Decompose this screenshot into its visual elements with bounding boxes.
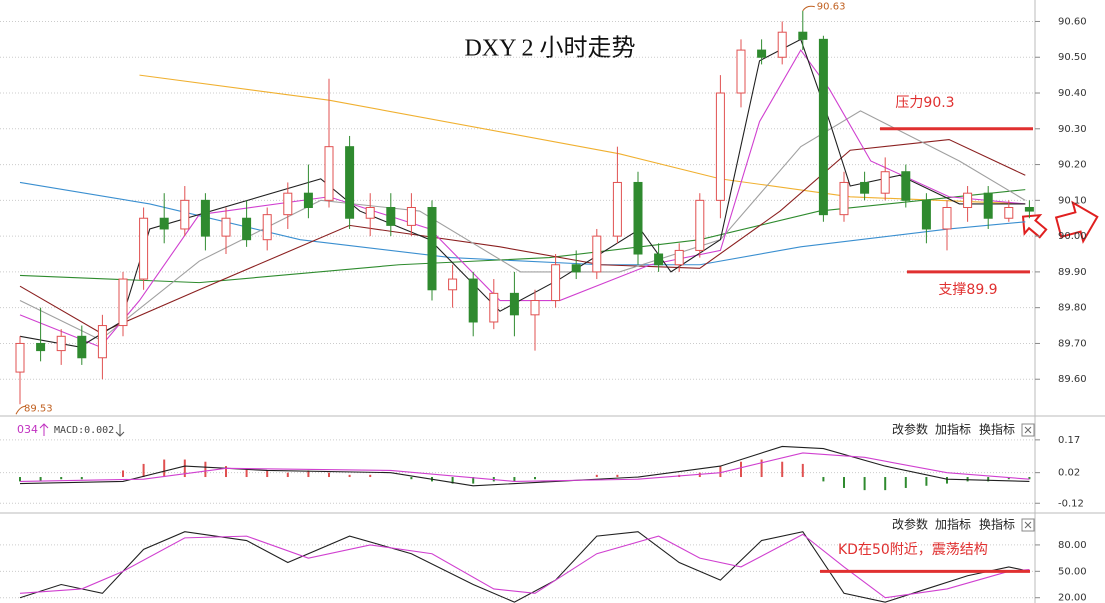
candle-body [757, 49, 767, 58]
indicator-line [19, 445, 1030, 487]
candle-body [324, 146, 334, 201]
candle-body [674, 249, 684, 266]
y-tick-label: 0.02 [1058, 468, 1080, 479]
candle-body [798, 31, 808, 40]
candle-body [468, 278, 478, 323]
y-tick-label: 20.00 [1058, 593, 1087, 603]
candle-body [118, 278, 128, 327]
toolbar-button[interactable]: 改参数 [892, 517, 928, 532]
candle-body [551, 264, 561, 302]
candle-body [633, 181, 643, 255]
candle-body [860, 181, 870, 194]
level-label: KD在50附近，震荡结构 [838, 542, 988, 558]
close-icon [1024, 426, 1032, 434]
y-tick-label: 89.60 [1058, 374, 1087, 385]
candle-body [571, 264, 581, 273]
candle-body [262, 214, 272, 241]
indicator-line [139, 74, 1026, 205]
y-tick-label: 80.00 [1058, 540, 1087, 551]
candle-body [880, 171, 890, 194]
high-label: 90.63 [817, 2, 846, 13]
candle-body [654, 253, 664, 266]
candle-body [221, 217, 231, 237]
candle-body [139, 217, 149, 280]
candle-body [283, 192, 293, 216]
y-tick-label: 90.40 [1058, 88, 1087, 99]
indicator-line [19, 531, 1030, 603]
candle-body [406, 207, 416, 226]
candle-body [242, 217, 252, 241]
indicator-line [19, 533, 1030, 599]
candle-body [592, 235, 602, 273]
y-tick-label: 90.00 [1058, 231, 1087, 242]
low-pointer [15, 405, 27, 415]
toolbar-button[interactable]: 换指标 [979, 517, 1015, 532]
indicator-line [19, 49, 1026, 348]
y-tick-label: 0.17 [1058, 435, 1080, 446]
candle-body [509, 292, 519, 316]
candle-body [448, 278, 458, 291]
macd-period: 034 [17, 423, 38, 436]
candle-body [345, 146, 355, 219]
candle-body [736, 49, 746, 94]
y-tick-label: 89.70 [1058, 338, 1087, 349]
candle-body [36, 342, 46, 352]
macd-value: MACD:0.002 [54, 425, 114, 436]
indicator-line [19, 110, 1026, 341]
arrow-icon [1021, 213, 1048, 239]
candle-body [901, 171, 911, 201]
level-label: 支撑89.9 [938, 282, 997, 298]
candle-body [1004, 207, 1014, 219]
candle-body [97, 325, 107, 359]
close-icon [1024, 521, 1032, 529]
y-tick-label: 90.60 [1058, 16, 1087, 27]
level-label: 压力90.3 [895, 95, 954, 111]
down-arrow-icon [115, 424, 125, 437]
toolbar-button[interactable]: 换指标 [979, 422, 1015, 437]
candle-body [818, 38, 828, 216]
candle-body [612, 181, 622, 237]
candle-body [200, 199, 210, 237]
candle-body [839, 181, 849, 216]
y-tick-label: 90.30 [1058, 124, 1087, 135]
candle-body [695, 199, 705, 251]
toolbar-button[interactable]: 加指标 [935, 422, 971, 437]
indicator-line [19, 452, 1030, 482]
candle-body [427, 207, 437, 291]
candle-body [1024, 207, 1034, 212]
candle-body [303, 192, 313, 208]
candle-body [159, 217, 169, 230]
y-tick-label: 90.20 [1058, 160, 1087, 171]
candle-body [983, 192, 993, 219]
candle-body [15, 342, 25, 373]
candle-body [180, 199, 190, 230]
candle-body [777, 31, 787, 58]
toolbar-button[interactable]: 改参数 [892, 422, 928, 437]
y-tick-label: 89.90 [1058, 267, 1087, 278]
candle-body [715, 92, 725, 201]
y-tick-label: 50.00 [1058, 566, 1087, 577]
y-tick-label: -0.12 [1058, 498, 1084, 509]
high-pointer [802, 5, 815, 12]
toolbar-button[interactable]: 加指标 [935, 517, 971, 532]
arrow-icon [1054, 200, 1099, 244]
candle-body [77, 335, 87, 359]
y-tick-label: 90.10 [1058, 195, 1087, 206]
candle-body [942, 207, 952, 230]
candle-body [530, 300, 540, 316]
y-tick-label: 89.80 [1058, 303, 1087, 314]
y-tick-label: 90.50 [1058, 52, 1087, 63]
candle-body [386, 207, 396, 226]
up-arrow-icon [39, 423, 49, 436]
candle-body [56, 335, 66, 352]
candle-body [963, 192, 973, 208]
candle-body [365, 207, 375, 219]
candle-body [921, 199, 931, 230]
low-label: 89.53 [24, 403, 53, 414]
candle-body [489, 292, 499, 323]
